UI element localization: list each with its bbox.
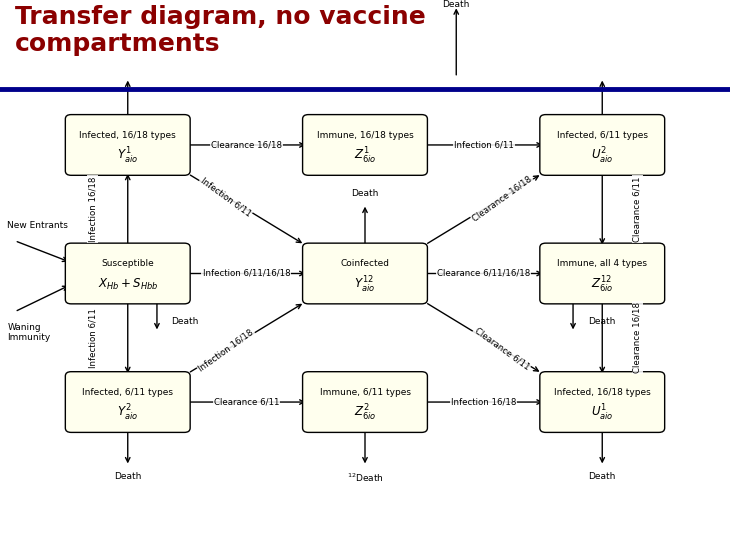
Text: $Z^1_{6io}$: $Z^1_{6io}$ [354,146,376,166]
Text: $Z^2_{6io}$: $Z^2_{6io}$ [354,403,376,423]
FancyBboxPatch shape [66,372,190,432]
Text: Death: Death [442,0,470,9]
Text: Clearance 16/18: Clearance 16/18 [633,302,642,373]
Text: Infected, 16/18 types: Infected, 16/18 types [80,131,176,139]
FancyBboxPatch shape [539,372,664,432]
Text: $^{12}$Death: $^{12}$Death [347,472,383,484]
FancyBboxPatch shape [302,372,427,432]
Text: Clearance 6/11/16/18: Clearance 6/11/16/18 [437,269,530,278]
Text: Immune, 6/11 types: Immune, 6/11 types [320,388,410,397]
FancyBboxPatch shape [66,243,190,304]
Text: Death: Death [172,317,199,326]
Text: Transfer diagram, no vaccine
compartments: Transfer diagram, no vaccine compartment… [15,5,426,56]
Text: Infection 16/18: Infection 16/18 [451,398,516,406]
Text: Death: Death [351,189,379,199]
FancyBboxPatch shape [302,115,427,175]
Text: $Y^{12}_{aio}$: $Y^{12}_{aio}$ [354,275,376,294]
Text: Coinfected: Coinfected [340,259,390,268]
Text: Infection 6/11: Infection 6/11 [453,141,514,149]
Text: Infection 6/11: Infection 6/11 [199,176,253,218]
Text: Death: Death [114,472,142,481]
Text: Clearance 16/18: Clearance 16/18 [211,141,282,149]
Text: Death: Death [588,472,616,481]
Text: Infection 6/11/16/18: Infection 6/11/16/18 [202,269,291,278]
Text: $U^1_{aio}$: $U^1_{aio}$ [591,403,613,423]
Text: Death: Death [588,317,615,326]
Text: Immune, all 4 types: Immune, all 4 types [557,259,648,268]
Text: Clearance 6/11: Clearance 6/11 [473,326,531,371]
Text: Susceptible: Susceptible [101,259,154,268]
Text: Infection 16/18: Infection 16/18 [196,327,255,373]
Text: Infected, 6/11 types: Infected, 6/11 types [557,131,648,139]
Text: $Y^1_{aio}$: $Y^1_{aio}$ [117,146,139,166]
Text: Infection 16/18: Infection 16/18 [88,177,97,242]
Text: Clearance 6/11: Clearance 6/11 [214,398,279,406]
Text: Infected, 16/18 types: Infected, 16/18 types [554,388,650,397]
Text: $X_{Hb}+S_{Hbb}$: $X_{Hb}+S_{Hbb}$ [98,277,158,292]
Text: Clearance 6/11: Clearance 6/11 [633,177,642,242]
Text: Waning
Immunity: Waning Immunity [7,323,50,342]
Text: New Entrants: New Entrants [7,221,68,230]
Text: $Y^2_{aio}$: $Y^2_{aio}$ [117,403,139,423]
FancyBboxPatch shape [66,115,190,175]
Text: Immune, 16/18 types: Immune, 16/18 types [317,131,413,139]
FancyBboxPatch shape [302,243,427,304]
Text: $Z^{12}_{6io}$: $Z^{12}_{6io}$ [591,275,613,294]
Text: Clearance 16/18: Clearance 16/18 [470,174,534,223]
FancyBboxPatch shape [539,243,664,304]
FancyBboxPatch shape [539,115,664,175]
Text: Infected, 6/11 types: Infected, 6/11 types [82,388,173,397]
Text: $U^2_{aio}$: $U^2_{aio}$ [591,146,613,166]
Text: Infection 6/11: Infection 6/11 [88,308,97,368]
